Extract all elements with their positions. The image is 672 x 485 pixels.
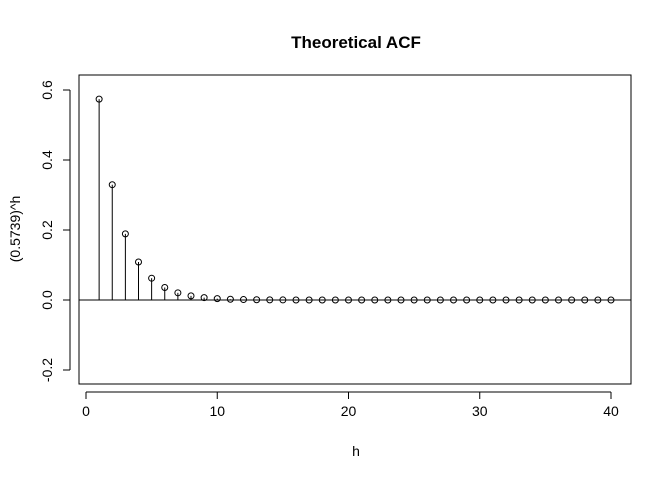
x-tick-label: 0 [82,403,90,419]
x-axis: 0 10 20 30 40 [82,391,619,419]
acf-point [384,296,392,304]
acf-point [108,181,116,189]
acf-points [95,95,615,304]
acf-point [318,296,326,304]
acf-point [423,296,431,304]
y-tick-label: 0.6 [39,80,55,100]
y-tick-label: 0.4 [39,150,55,170]
x-tick-label: 30 [472,403,488,419]
acf-point [226,295,234,303]
acf-point [436,296,444,304]
y-axis-label: (0.5739)^h [7,196,23,263]
x-tick-label: 40 [603,403,619,419]
acf-point [358,296,366,304]
acf-point [161,284,169,292]
acf-point [331,296,339,304]
x-tick-label: 10 [209,403,225,419]
acf-point [528,296,536,304]
y-axis: -0.2 0.0 0.2 0.4 0.6 [39,80,71,382]
acf-spikes [98,99,310,300]
acf-point [213,295,221,303]
acf-point [240,296,247,304]
acf-point [489,296,497,304]
acf-point [581,296,589,304]
acf-point [135,258,142,266]
acf-point [607,296,615,304]
acf-point [410,296,418,304]
acf-point [541,296,549,304]
acf-point [502,296,510,304]
acf-point [463,296,471,304]
acf-point [266,296,274,304]
acf-point [174,289,182,297]
acf-point [253,296,261,304]
acf-point [568,296,576,304]
acf-point [555,296,562,304]
acf-point [200,294,208,302]
acf-point [187,292,195,300]
acf-point [371,296,379,304]
acf-point [476,296,484,304]
acf-point [345,296,352,304]
acf-point [397,296,405,304]
acf-point [305,296,313,304]
acf-point [121,230,129,238]
x-tick-label: 20 [341,403,357,419]
acf-point [292,296,300,304]
acf-point [95,95,103,103]
y-tick-label: 0.0 [39,290,55,310]
acf-point [279,296,287,304]
y-tick-label: -0.2 [39,358,55,382]
acf-point [450,296,457,304]
acf-point [594,296,602,304]
chart-title: Theoretical ACF [291,33,421,52]
y-tick-label: 0.2 [39,220,55,240]
acf-point [148,274,156,282]
acf-point [515,296,523,304]
plot-frame [78,74,632,385]
x-axis-label: h [352,443,360,459]
